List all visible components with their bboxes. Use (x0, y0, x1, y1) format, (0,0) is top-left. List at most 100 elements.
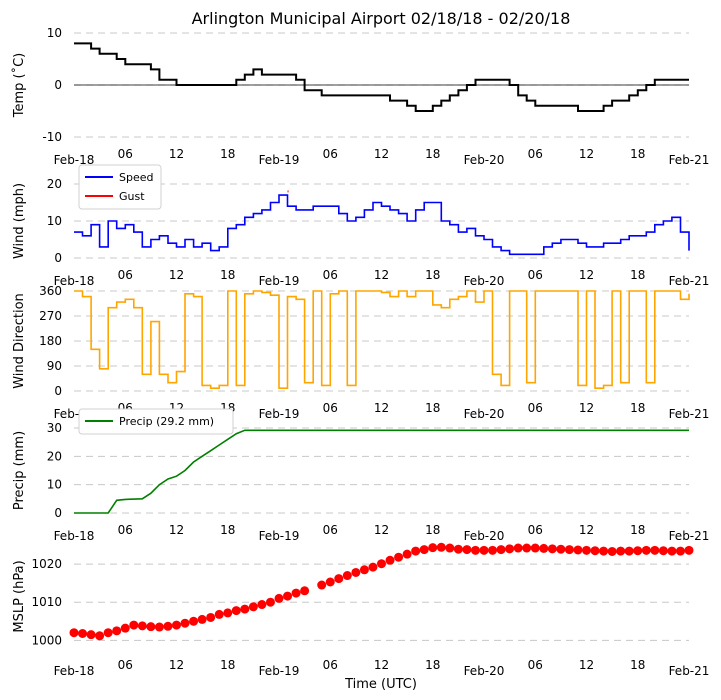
mslp-point (462, 545, 472, 555)
mslp-point (172, 620, 181, 630)
precip-xtick-label: 18 (425, 523, 440, 537)
wind-y-axis-label: Wind (mph) (12, 183, 27, 259)
direction-ytick-label: 90 (47, 359, 62, 373)
precip-precip-line (74, 429, 689, 514)
mslp-point (496, 545, 506, 555)
mslp-xtick-label: 06 (323, 658, 338, 672)
mslp-point (616, 546, 626, 556)
temp-y-axis-label: Temp (˚C) (11, 53, 27, 119)
mslp-point (607, 546, 617, 556)
mslp-ytick-label: 1000 (31, 633, 62, 647)
precip-ytick-label: 0 (54, 506, 62, 520)
precip-xtick-label: 06 (118, 523, 133, 537)
panels: -10 0 10 Temp (˚C) Feb-18 06 12 18 Feb-19 06 12 18 F… (11, 26, 709, 678)
mslp-xtick-label: 06 (118, 658, 133, 672)
wind-xtick-label: 06 (118, 268, 133, 282)
mslp-point (419, 545, 429, 555)
direction-xtick-label: 18 (425, 401, 440, 415)
mslp-point (112, 626, 122, 636)
mslp-point (564, 545, 574, 555)
direction-direction-line (74, 290, 690, 389)
precip-xtick-label: 12 (374, 523, 389, 537)
wind-xtick-label: Feb-20 (464, 274, 505, 288)
mslp-point (291, 588, 301, 598)
mslp-point (342, 571, 352, 581)
wind-xtick-label: 12 (169, 268, 184, 282)
precip-legend-label: Precip (29.2 mm) (119, 415, 214, 428)
mslp-point (675, 546, 685, 556)
mslp-point (78, 629, 88, 639)
precip-xtick-label: 12 (579, 523, 594, 537)
temp-xtick-label: 06 (118, 147, 133, 161)
wind-xtick-label: 18 (220, 268, 235, 282)
precip-xtick-label: Feb-20 (464, 529, 505, 543)
mslp-point (470, 545, 480, 555)
mslp-point (385, 555, 395, 565)
mslp-point (513, 543, 523, 553)
mslp-xtick-label: Feb-21 (669, 664, 710, 678)
temp-ytick-label: -10 (42, 130, 62, 144)
direction-xtick-label: 18 (630, 401, 645, 415)
mslp-point (488, 545, 498, 555)
mslp-point (547, 544, 557, 554)
mslp-point (223, 608, 233, 618)
wind-xtick-label: Feb-19 (259, 274, 300, 288)
wind-xtick-label: 12 (579, 268, 594, 282)
mslp-point (231, 606, 241, 616)
mslp-xtick-label: 18 (220, 658, 235, 672)
temp-xtick-label: 06 (323, 147, 338, 161)
panel-mslp: 1000 1010 1020 MSLP (hPa) Feb-18 06 12 18 Feb-19… (12, 542, 710, 678)
mslp-point (69, 628, 79, 638)
wind-xtick-label: Feb-18 (54, 274, 95, 288)
figure-title: Arlington Municipal Airport 02/18/18 - 0… (192, 9, 571, 28)
mslp-point (590, 546, 600, 556)
mslp-xtick-label: 18 (630, 658, 645, 672)
mslp-xtick-label: 18 (425, 658, 440, 672)
wind-ytick-label: 20 (47, 177, 62, 191)
wind-xtick-label: Feb-21 (669, 274, 710, 288)
mslp-point (359, 565, 369, 575)
wind-xtick-label: 06 (528, 268, 543, 282)
temp-xtick-label: 12 (169, 147, 184, 161)
mslp-xtick-label: Feb-20 (464, 664, 505, 678)
direction-ytick-label: 270 (39, 309, 62, 323)
mslp-point (325, 577, 335, 587)
wind-xtick-label: 18 (630, 268, 645, 282)
wind-xtick-label: 18 (425, 268, 440, 282)
mslp-point (402, 549, 412, 559)
mslp-point (154, 622, 164, 632)
precip-ytick-label: 30 (47, 421, 62, 435)
precip-xtick-label: Feb-19 (259, 529, 300, 543)
precip-legend (78, 408, 234, 435)
mslp-point (146, 622, 156, 632)
mslp-point (257, 600, 267, 610)
mslp-point (658, 546, 668, 556)
mslp-point (180, 618, 190, 628)
mslp-point (248, 602, 258, 612)
direction-xtick-label: Feb-19 (259, 407, 300, 421)
mslp-y-axis-label: MSLP (hPa) (12, 560, 27, 632)
precip-ytick-label: 10 (47, 478, 62, 492)
mslp-point (522, 543, 532, 553)
temp-ytick-label: 0 (54, 78, 62, 92)
mslp-point (189, 616, 199, 626)
panel-precip: 0 10 20 30 Precip (mm) Feb-18 06 12 18 Feb-19 06 12… (12, 408, 709, 543)
panel-temp: -10 0 10 Temp (˚C) Feb-18 06 12 18 Feb-19 06 12 18 F… (11, 26, 709, 167)
temp-xtick-label: 12 (374, 147, 389, 161)
mslp-xtick-label: 12 (579, 658, 594, 672)
mslp-point (573, 545, 583, 555)
mslp-point (163, 621, 173, 631)
mslp-point (428, 543, 438, 553)
direction-xtick-label: 06 (323, 401, 338, 415)
wind-ytick-label: 10 (47, 214, 62, 228)
mslp-point (351, 567, 361, 577)
direction-xtick-label: 12 (579, 401, 594, 415)
mslp-point (684, 545, 694, 555)
direction-xtick-label: Feb-21 (669, 407, 710, 421)
mslp-point (377, 559, 386, 569)
precip-xtick-label: 18 (220, 523, 235, 537)
mslp-point (137, 621, 147, 631)
direction-ytick-label: 0 (54, 384, 62, 398)
